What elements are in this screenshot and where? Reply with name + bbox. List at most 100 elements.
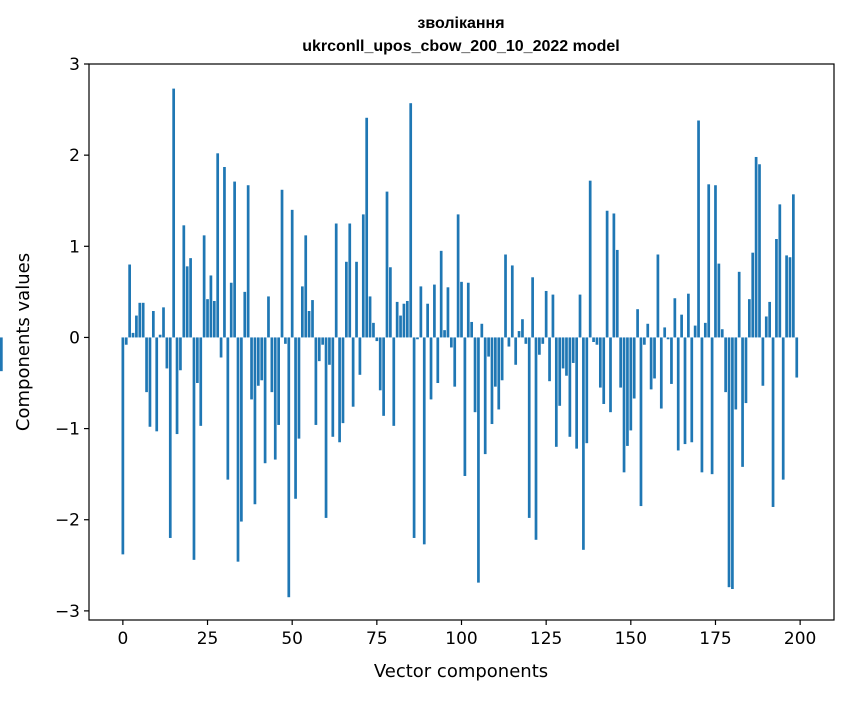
bar — [375, 337, 379, 342]
bar — [751, 252, 755, 338]
plot-frame — [88, 63, 835, 621]
bar — [433, 284, 436, 338]
bar — [361, 214, 365, 338]
bar — [429, 337, 433, 400]
bar — [314, 337, 318, 425]
bar — [676, 337, 680, 451]
bar — [761, 337, 765, 386]
bar — [151, 311, 155, 338]
bar — [764, 316, 768, 338]
bar — [196, 337, 199, 384]
bar — [490, 337, 494, 425]
chart-title: зволікання — [417, 15, 504, 32]
bar — [405, 300, 409, 338]
bar — [531, 277, 534, 338]
bar — [229, 282, 233, 338]
bar — [351, 337, 355, 407]
bar — [585, 337, 589, 444]
bar — [737, 271, 741, 338]
bar — [663, 327, 667, 338]
bar — [385, 191, 389, 338]
x-tick-label: 175 — [699, 629, 731, 649]
bar — [321, 337, 325, 345]
y-tick-label: 3 — [69, 55, 80, 75]
bar — [744, 337, 748, 404]
bar — [260, 337, 264, 381]
bar — [233, 181, 236, 338]
bar — [741, 337, 744, 467]
bar — [710, 337, 714, 475]
bar — [216, 153, 220, 338]
bar — [270, 337, 274, 393]
bar — [453, 337, 457, 387]
bar — [646, 323, 650, 338]
bar — [355, 261, 358, 338]
bar — [317, 337, 321, 362]
bar — [609, 337, 612, 413]
bar — [598, 337, 602, 388]
bar — [558, 337, 562, 406]
bar — [792, 194, 795, 338]
bar — [649, 337, 653, 390]
bar — [731, 337, 734, 590]
x-axis: 0 25 50 75 100 125 150 175 200 — [117, 620, 816, 649]
x-tick-label: 25 — [197, 629, 219, 649]
bar — [148, 337, 152, 427]
bar — [653, 337, 656, 379]
bar — [768, 301, 772, 338]
bar — [121, 337, 125, 555]
bar — [185, 266, 189, 338]
bar — [263, 337, 267, 464]
bar — [328, 337, 331, 365]
bar — [158, 334, 162, 338]
bar — [622, 337, 626, 473]
y-tick-label: −2 — [55, 511, 80, 531]
bar — [781, 337, 785, 480]
y-tick-label: 0 — [69, 328, 80, 348]
bar — [392, 337, 396, 426]
bar — [334, 223, 338, 338]
bar — [643, 337, 646, 345]
bar — [256, 337, 260, 386]
bar — [131, 332, 135, 338]
bar — [348, 223, 352, 338]
bar — [138, 302, 142, 338]
bar — [778, 204, 782, 338]
y-tick-label: −1 — [55, 420, 80, 440]
bar — [426, 303, 429, 338]
x-tick-label: 75 — [366, 629, 388, 649]
bar — [595, 337, 599, 345]
bar — [561, 337, 565, 369]
bar — [659, 337, 663, 409]
bar — [629, 337, 633, 431]
bar — [714, 185, 717, 338]
bar — [422, 337, 426, 545]
bar — [483, 337, 487, 455]
bar — [541, 337, 545, 344]
x-axis-label: Vector components — [374, 661, 548, 682]
bar — [365, 117, 369, 338]
bar — [534, 337, 538, 540]
bar — [477, 337, 480, 583]
bar — [703, 322, 707, 338]
bar — [436, 337, 440, 384]
bar — [443, 330, 446, 338]
bar — [724, 337, 727, 393]
y-axis-label: Components values — [13, 253, 34, 431]
bar — [527, 337, 531, 518]
y-tick-label: −3 — [55, 602, 80, 622]
bar — [554, 337, 558, 447]
bar — [389, 267, 392, 338]
bar — [717, 263, 721, 338]
bar — [544, 290, 548, 338]
bar — [612, 213, 616, 338]
bar — [551, 294, 555, 338]
bar — [517, 331, 521, 338]
bar — [480, 323, 484, 338]
bar — [466, 282, 470, 338]
bar — [785, 255, 788, 338]
x-tick-label: 0 — [117, 629, 128, 649]
bar — [670, 337, 673, 384]
bar — [165, 337, 169, 369]
